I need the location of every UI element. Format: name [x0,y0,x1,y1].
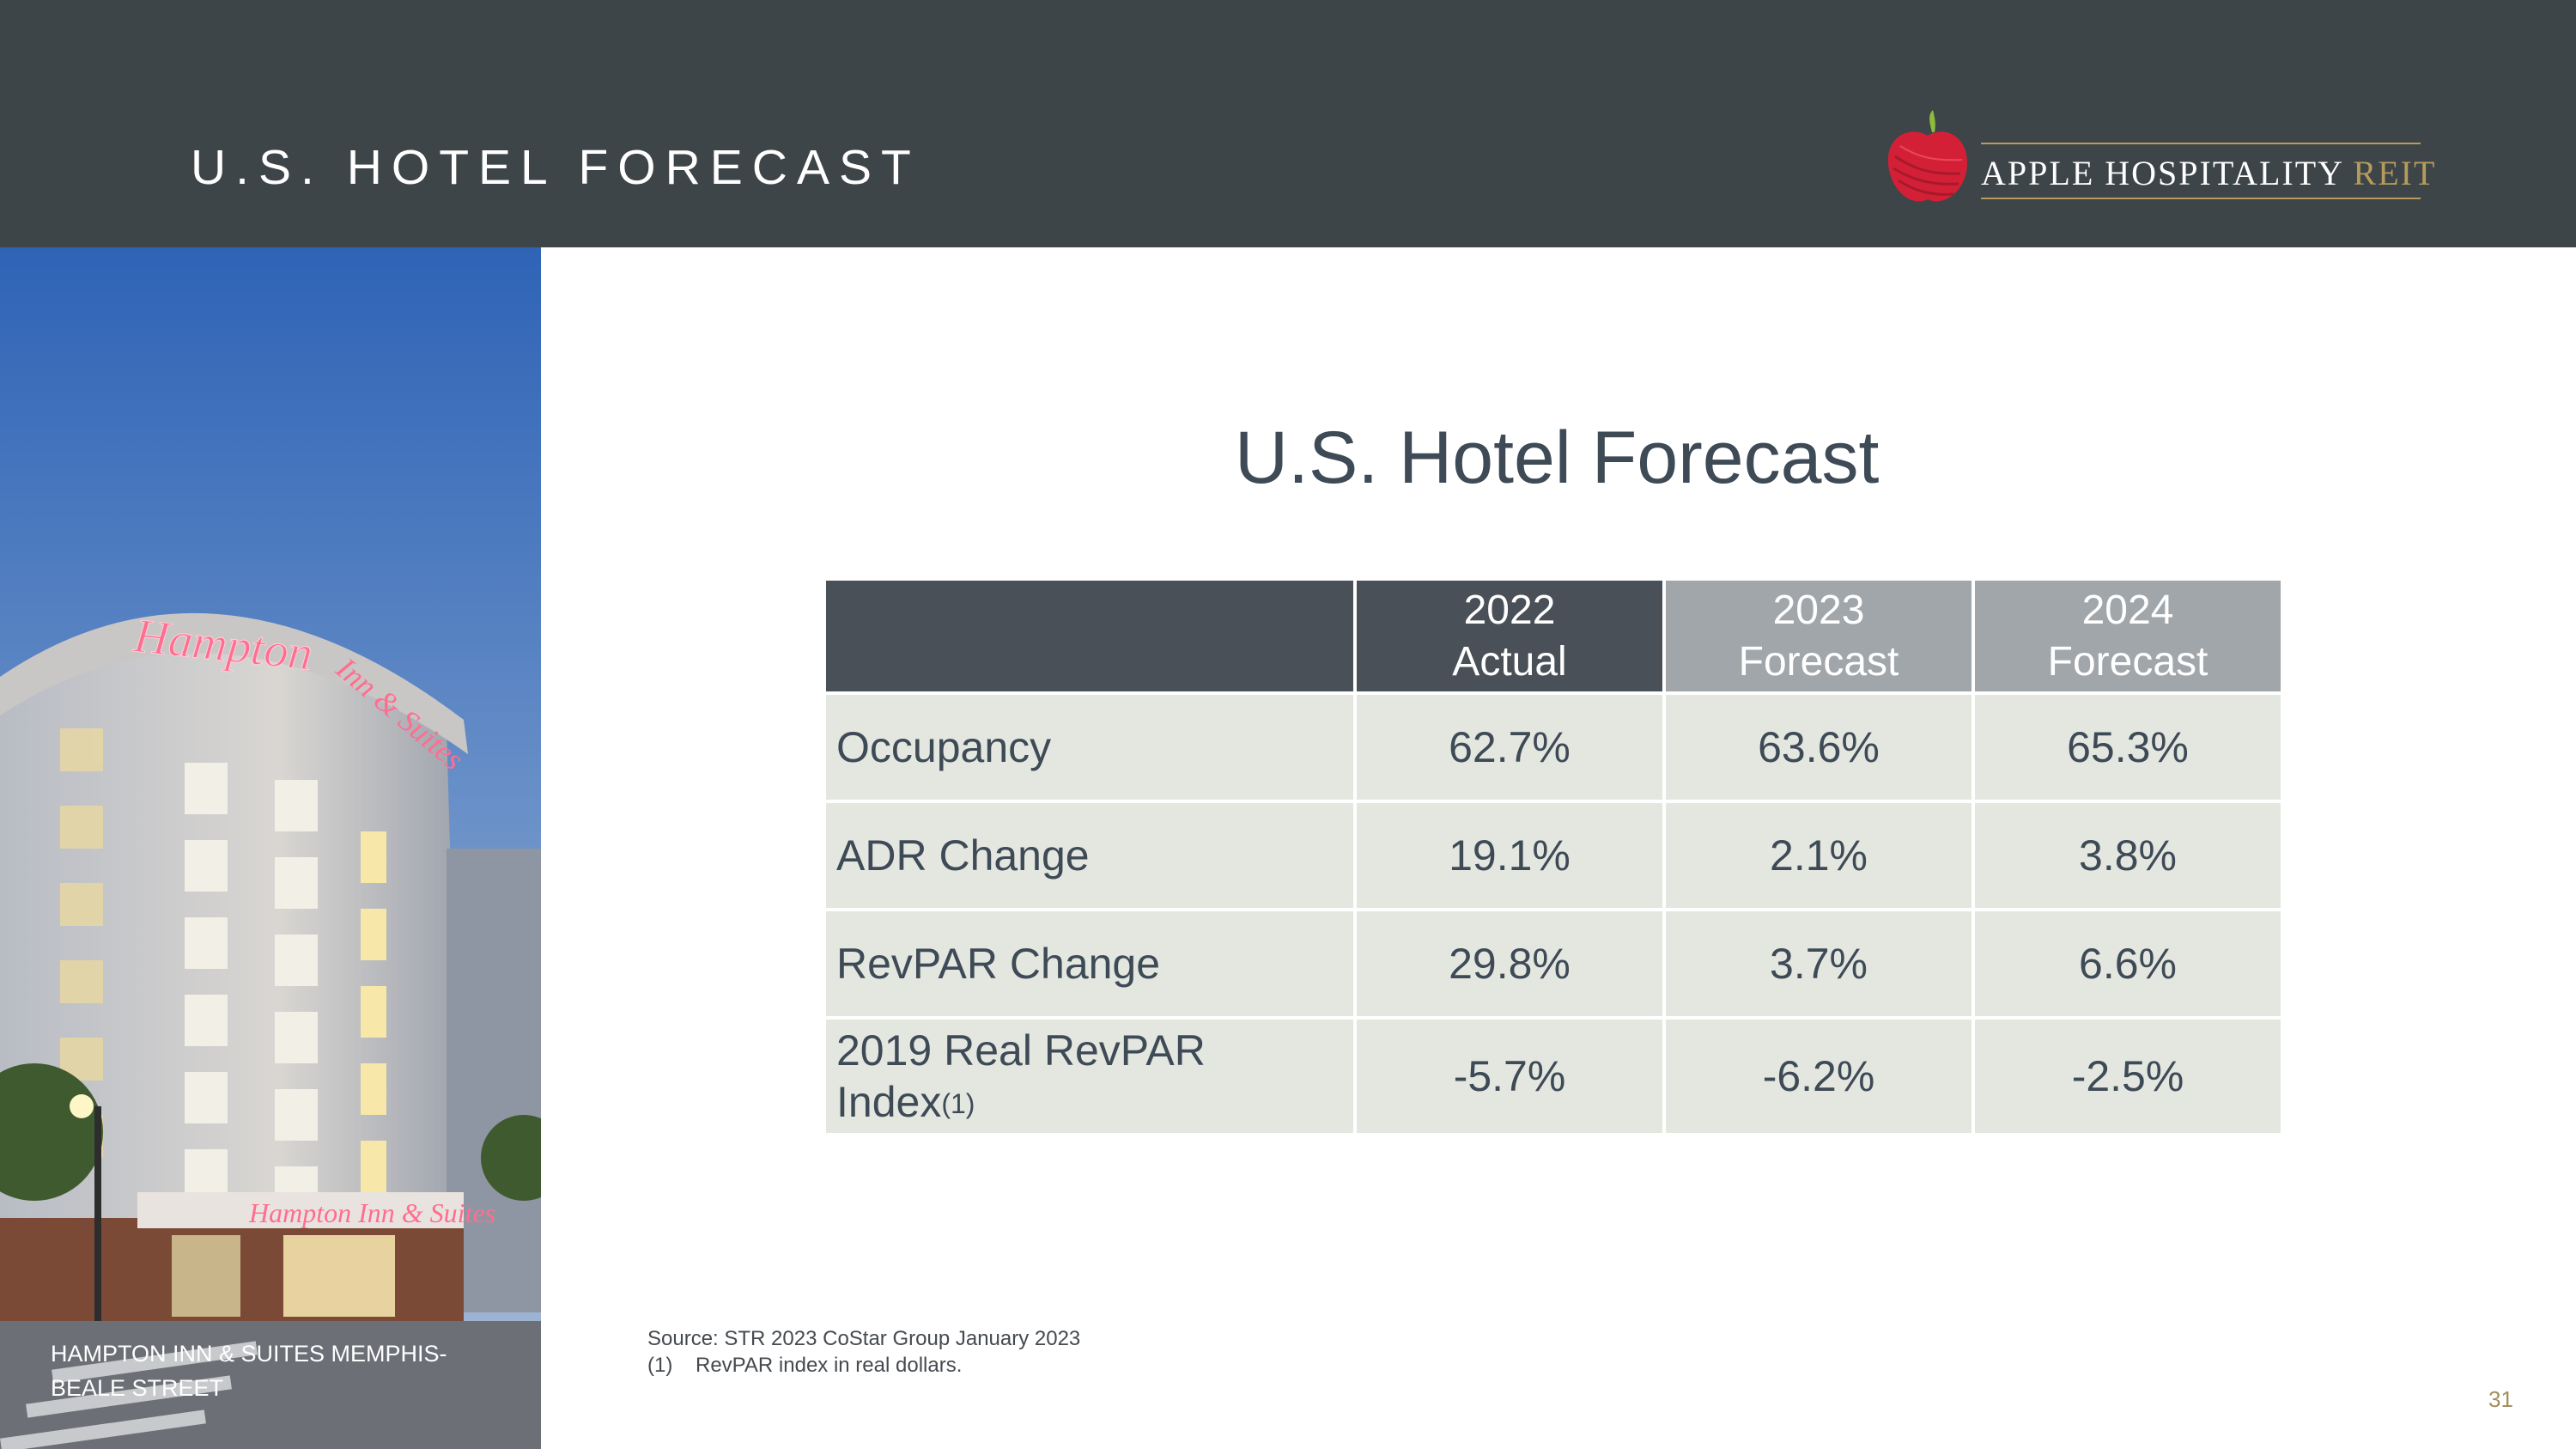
header-cell-blank [826,581,1353,691]
table-cell: 29.8% [1357,911,1662,1016]
photo-caption: HAMPTON INN & SUITES MEMPHIS- BEALE STRE… [51,1341,447,1401]
table-row: 2019 Real RevPAR Index(1) -5.7% -6.2% -2… [826,1020,2281,1133]
table-cell: 19.1% [1357,803,1662,908]
table-header-row: 2022 Actual 2023 Forecast 2024 Forecast [826,581,2281,691]
table-cell: 2.1% [1666,803,1971,908]
row-label-real-revpar-index: 2019 Real RevPAR Index(1) [826,1020,1353,1133]
header-kind: Forecast [1738,638,1899,685]
logo-text-main: APPLE HOSPITALITY [1981,154,2354,192]
logo-wordmark: APPLE HOSPITALITY REIT [1981,153,2436,193]
header-cell-2024: 2024 Forecast [1975,581,2281,691]
row-label-revpar-change: RevPAR Change [826,911,1353,1016]
table-cell: 65.3% [1975,695,2281,800]
row-label-adr-change: ADR Change [826,803,1353,908]
forecast-table: 2022 Actual 2023 Forecast 2024 Forecast Occ… [823,577,2284,1136]
table-cell: 62.7% [1357,695,1662,800]
table-cell: 6.6% [1975,911,2281,1016]
header-cell-2023: 2023 Forecast [1666,581,1971,691]
logo-rule-top [1981,143,2421,144]
table-cell: 3.7% [1666,911,1971,1016]
header-bar: U.S. HOTEL FORECAST APPLE HOSPITALITY RE… [0,0,2576,247]
table-cell: -2.5% [1975,1020,2281,1133]
header-title: U.S. HOTEL FORECAST [191,140,920,195]
hotel-photo: Hampton Inn & Suites Hampton Inn & Suite… [0,247,541,1449]
row-label-line: Index [836,1078,942,1126]
table-cell: 63.6% [1666,695,1971,800]
table-row: Occupancy 62.7% 63.6% 65.3% [826,695,2281,800]
row-label-occupancy: Occupancy [826,695,1353,800]
apple-logo-icon [1887,110,1967,202]
footnote-text: RevPAR index in real dollars. [696,1354,963,1377]
footnote-number: (1) [647,1354,673,1377]
logo-text-reit: REIT [2353,154,2437,192]
table-cell: 3.8% [1975,803,2281,908]
source-line: Source: STR 2023 CoStar Group January 20… [647,1327,1081,1350]
table-cell: -5.7% [1357,1020,1662,1133]
header-year: 2022 [1463,587,1556,633]
header-kind: Actual [1452,638,1567,685]
table-cell: -6.2% [1666,1020,1971,1133]
header-kind: Forecast [2047,638,2208,685]
header-cell-2022: 2022 Actual [1357,581,1662,691]
table-row: RevPAR Change 29.8% 3.7% 6.6% [826,911,2281,1016]
logo-rule-bottom [1981,198,2421,199]
entrance-sign: Hampton Inn & Suites [248,1197,495,1228]
company-logo: APPLE HOSPITALITY REIT [1885,107,2434,210]
footnote-line: (1) RevPAR index in real dollars. [647,1352,1080,1379]
table-row: ADR Change 19.1% 2.1% 3.8% [826,803,2281,908]
header-year: 2024 [2081,587,2174,633]
header-year: 2023 [1772,587,1865,633]
row-label-line: 2019 Real RevPAR [836,1026,1206,1075]
page-number: 31 [2488,1386,2513,1412]
source-notes: Source: STR 2023 CoStar Group January 20… [647,1325,1080,1379]
page-title: U.S. Hotel Forecast [1235,417,1880,499]
footnote-marker: (1) [941,1088,975,1119]
